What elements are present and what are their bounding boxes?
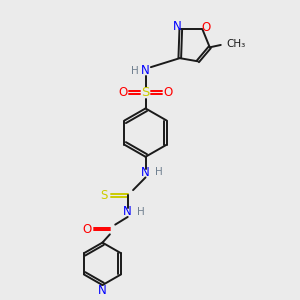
Text: O: O <box>118 86 127 99</box>
Text: N: N <box>98 284 107 298</box>
Text: H: H <box>131 66 139 76</box>
Text: H: H <box>155 167 163 177</box>
Text: O: O <box>82 223 91 236</box>
Text: S: S <box>100 189 108 202</box>
Text: N: N <box>123 205 132 218</box>
Text: H: H <box>137 207 145 217</box>
Text: S: S <box>141 86 150 99</box>
Text: CH₃: CH₃ <box>227 39 246 50</box>
Text: O: O <box>164 86 173 99</box>
Text: N: N <box>172 20 181 34</box>
Text: N: N <box>141 166 150 178</box>
Text: O: O <box>202 21 211 34</box>
Text: N: N <box>141 64 150 77</box>
